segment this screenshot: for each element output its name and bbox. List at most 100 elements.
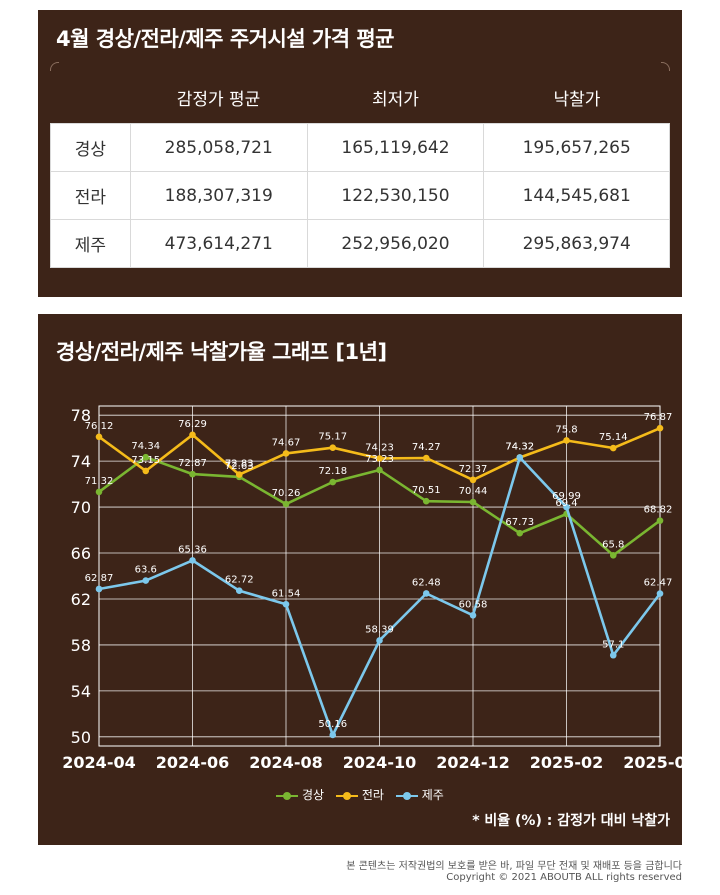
data-point bbox=[516, 454, 524, 461]
cell-appraisal: 285,058,721 bbox=[129, 123, 308, 172]
table-header: 감정가 평균 최저가 낙찰가 bbox=[50, 72, 670, 132]
legend-item: 경상 bbox=[276, 786, 324, 803]
data-label: 72.37 bbox=[459, 464, 488, 475]
data-point bbox=[422, 454, 430, 462]
cell-minimum: 252,956,020 bbox=[306, 219, 485, 268]
data-point bbox=[609, 651, 617, 659]
data-point bbox=[142, 577, 150, 584]
data-point bbox=[563, 503, 570, 511]
data-label: 74.32 bbox=[505, 441, 534, 452]
x-tick-label: 2024-06 bbox=[156, 753, 229, 772]
data-point bbox=[189, 431, 196, 439]
y-tick-label: 74 bbox=[71, 452, 91, 471]
data-label: 72.83 bbox=[225, 459, 254, 470]
corner-decoration bbox=[50, 62, 59, 71]
copyright-line: Copyright © 2021 ABOUTB ALL rights reser… bbox=[446, 872, 682, 883]
data-point bbox=[329, 731, 337, 739]
data-label: 72.87 bbox=[178, 458, 207, 469]
chart-legend: 경상 전라 제주 bbox=[38, 786, 682, 803]
data-label: 72.18 bbox=[318, 466, 347, 477]
price-table: 경상 285,058,721 165,119,642 195,657,265 전… bbox=[50, 123, 670, 268]
data-point bbox=[235, 587, 243, 595]
line-chart: 50 54 58 62 66 70 74 78 2024-04 2024-06 2024-08 202… bbox=[62, 405, 682, 772]
x-tick-label: 2025-02 bbox=[530, 753, 603, 772]
data-point bbox=[329, 478, 337, 486]
data-point bbox=[95, 585, 103, 593]
data-point bbox=[469, 611, 477, 619]
row-region: 경상 bbox=[50, 123, 131, 172]
x-tick-label: 2024-08 bbox=[249, 753, 322, 772]
data-label: 75.8 bbox=[555, 424, 577, 435]
data-point bbox=[329, 444, 337, 451]
data-label: 69.99 bbox=[552, 491, 581, 502]
data-point bbox=[282, 450, 290, 457]
legend-item: 전라 bbox=[336, 786, 384, 803]
y-tick-label: 58 bbox=[71, 636, 91, 655]
data-label: 67.73 bbox=[505, 517, 534, 528]
y-tick-label: 66 bbox=[71, 544, 91, 563]
data-label: 68.82 bbox=[644, 505, 673, 516]
data-point bbox=[516, 529, 524, 537]
column-header-minimum: 최저가 bbox=[372, 90, 419, 110]
data-point bbox=[609, 552, 617, 559]
data-point bbox=[95, 433, 103, 441]
y-tick-label: 62 bbox=[71, 590, 91, 609]
y-tick-label: 50 bbox=[71, 728, 91, 747]
x-tick-label: 2024-04 bbox=[62, 753, 135, 772]
data-point bbox=[422, 590, 430, 597]
table-row: 경상 285,058,721 165,119,642 195,657,265 bbox=[50, 123, 670, 172]
row-region: 제주 bbox=[50, 219, 131, 268]
data-label: 76.12 bbox=[85, 421, 114, 432]
data-label: 63.6 bbox=[135, 565, 157, 576]
data-point bbox=[609, 444, 617, 452]
legend-label: 제주 bbox=[417, 788, 444, 802]
chart-panel: 경상/전라/제주 낙찰가율 그래프 [1년] 50 54 58 62 66 70 74 78 2… bbox=[38, 314, 682, 845]
cell-minimum: 122,530,150 bbox=[306, 171, 485, 220]
data-label: 70.51 bbox=[412, 485, 441, 496]
legend-swatch bbox=[276, 791, 299, 801]
data-label: 75.17 bbox=[318, 432, 347, 443]
cell-minimum: 165,119,642 bbox=[306, 123, 485, 172]
x-tick-label: 2024-10 bbox=[343, 753, 416, 772]
cell-appraisal: 473,614,271 bbox=[129, 219, 308, 268]
table-row: 전라 188,307,319 122,530,150 144,545,681 bbox=[50, 171, 670, 220]
data-point bbox=[189, 470, 196, 478]
x-tick-label: 2024-12 bbox=[436, 753, 509, 772]
data-label: 73.23 bbox=[365, 454, 394, 465]
data-label: 62.47 bbox=[644, 578, 673, 589]
data-point bbox=[563, 437, 570, 444]
data-label: 76.87 bbox=[644, 412, 673, 423]
data-label: 60.58 bbox=[459, 599, 488, 610]
cell-appraisal: 188,307,319 bbox=[129, 171, 308, 220]
legend-label: 전라 bbox=[358, 788, 384, 802]
data-point bbox=[142, 453, 150, 461]
corner-decoration bbox=[661, 62, 670, 71]
data-label: 62.48 bbox=[412, 577, 441, 588]
data-point bbox=[422, 497, 430, 505]
table-title: 4월 경상/전라/제주 주거시설 가격 평균 bbox=[56, 27, 395, 51]
legend-item: 제주 bbox=[395, 786, 444, 803]
cell-winning: 144,545,681 bbox=[483, 171, 670, 220]
copyright-notice: 본 콘텐츠는 저작권법의 보호를 받은 바, 파일 무단 전재 및 재배포 등을… bbox=[346, 861, 682, 872]
data-label: 69.4 bbox=[555, 498, 577, 509]
data-label: 74.23 bbox=[365, 442, 394, 453]
data-label: 62.72 bbox=[225, 575, 254, 586]
data-point bbox=[656, 517, 664, 524]
data-label: 74.34 bbox=[131, 441, 160, 452]
row-region: 전라 bbox=[50, 171, 131, 220]
data-point bbox=[376, 455, 383, 462]
data-point bbox=[235, 471, 243, 478]
data-point bbox=[376, 466, 383, 474]
table-row: 제주 473,614,271 252,956,020 295,863,974 bbox=[50, 219, 670, 268]
data-label: 74.32 bbox=[505, 441, 534, 452]
data-point bbox=[469, 476, 477, 484]
chart-title: 경상/전라/제주 낙찰가율 그래프 [1년] bbox=[56, 340, 387, 364]
data-point bbox=[189, 557, 196, 564]
ratio-note: * 비율 (%) : 감정가 대비 낙찰가 bbox=[472, 813, 670, 829]
cell-winning: 195,657,265 bbox=[483, 123, 670, 172]
data-point bbox=[469, 498, 477, 506]
data-label: 62.87 bbox=[85, 573, 114, 584]
legend-swatch bbox=[336, 791, 359, 801]
data-point bbox=[656, 424, 664, 432]
data-point bbox=[142, 467, 150, 475]
